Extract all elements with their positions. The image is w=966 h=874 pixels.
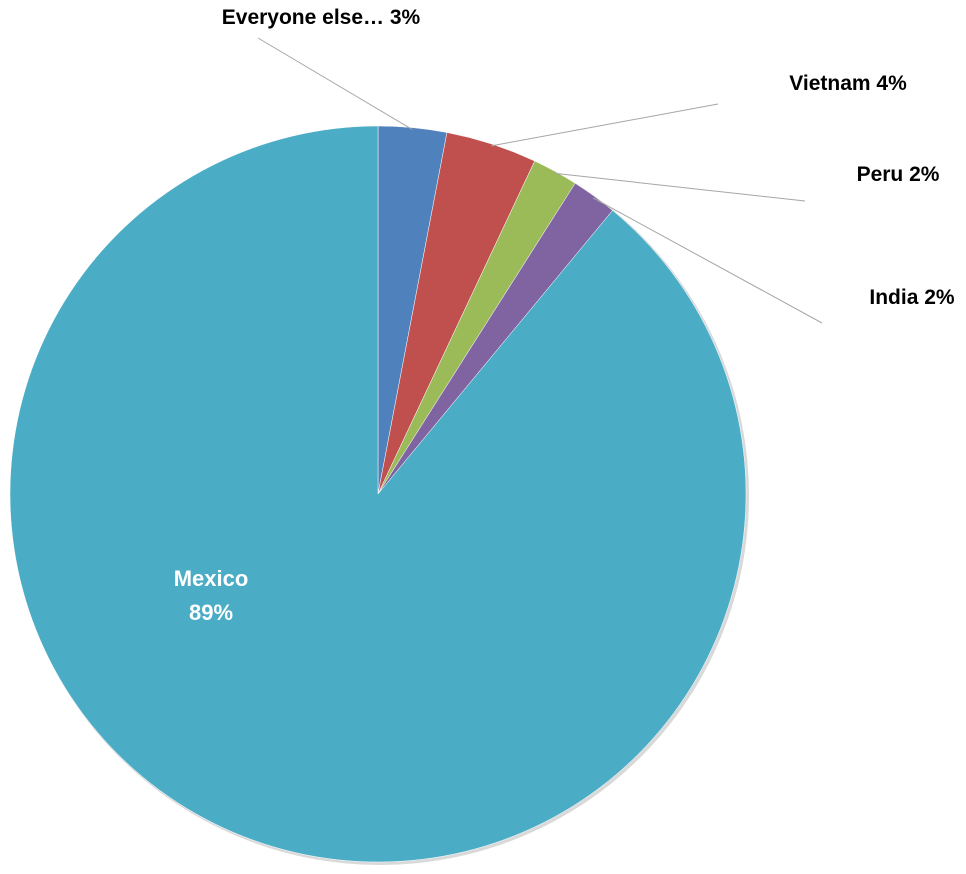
leader-line-everyone-else [257, 37, 413, 131]
slice-label-peru: Peru 2% [857, 163, 940, 186]
leader-lines-layer [257, 37, 823, 324]
leader-line-india [592, 197, 823, 324]
pie-slice-mexico [9, 125, 747, 863]
slices-layer [9, 125, 749, 865]
slice-label-mexico-name: Mexico [174, 566, 249, 591]
labels-layer: Everyone else… 3% Vietnam 4% Peru 2% India … [174, 6, 955, 625]
slice-label-india: India 2% [869, 286, 955, 309]
slice-label-everyone-else: Everyone else… 3% [222, 6, 421, 29]
leader-line-vietnam [491, 103, 719, 147]
slice-label-vietnam: Vietnam 4% [789, 72, 907, 95]
slice-label-mexico-value: 89% [189, 600, 233, 625]
leader-line-peru [554, 172, 806, 202]
